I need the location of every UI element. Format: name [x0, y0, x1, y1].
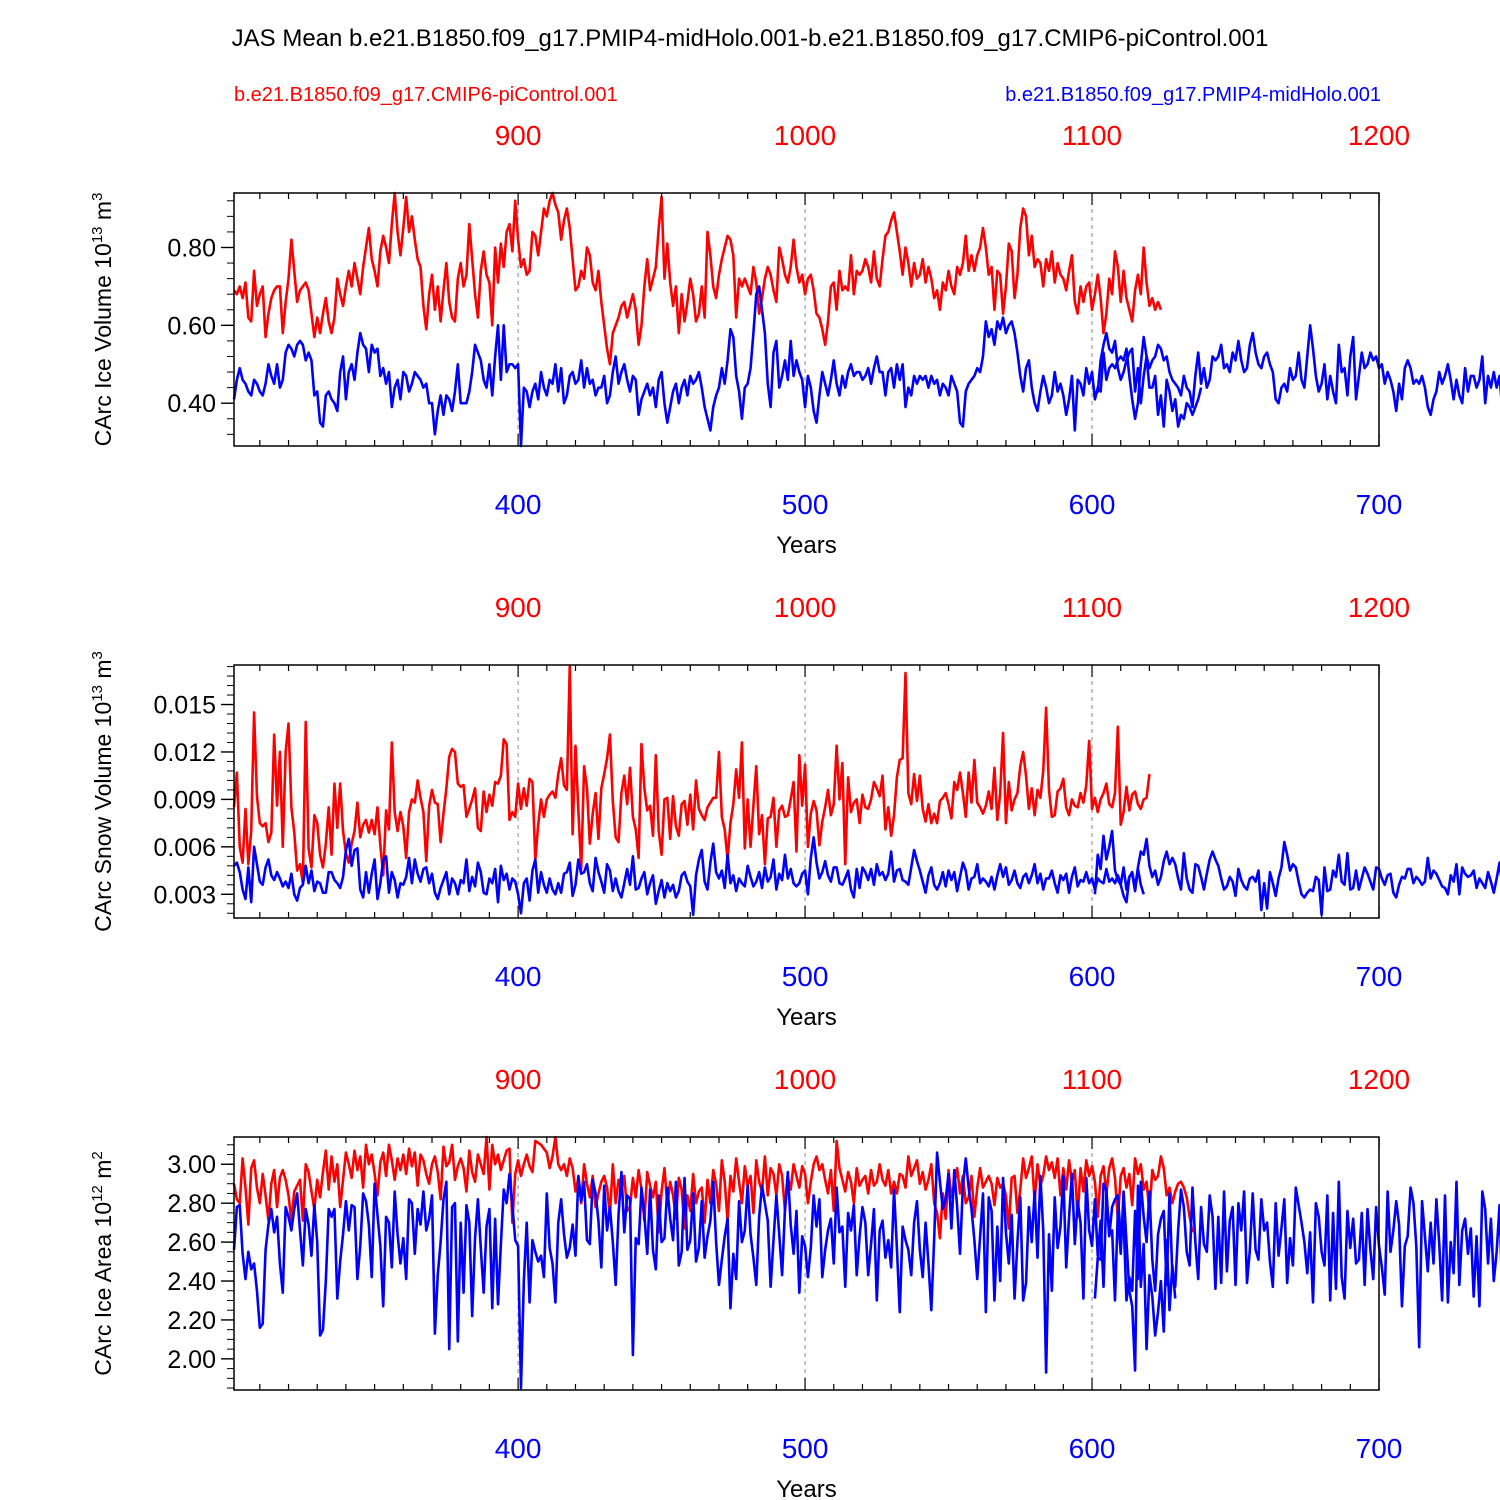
plot-frame [233, 1136, 1380, 1391]
x-tick-label-bottom: 500 [782, 489, 829, 520]
y-tick-label: 2.00 [167, 1346, 216, 1374]
x-tick-label-bottom: 600 [1069, 961, 1116, 992]
x-tick-label-top: 1000 [774, 1064, 836, 1095]
y-axis-label: CArc Snow Volume 1013 m3 [89, 651, 116, 932]
y-tick-label: 2.40 [167, 1268, 216, 1296]
x-tick-label-bottom: 700 [1356, 489, 1403, 520]
x-tick-label-bottom: 500 [782, 961, 829, 992]
series-line-midholo-1 [232, 1151, 1177, 1390]
x-tick-label-bottom: 700 [1356, 1433, 1403, 1464]
x-tick-label-top: 1100 [1062, 1064, 1122, 1095]
x-tick-label-top: 1100 [1062, 592, 1122, 623]
figure-title: JAS Mean b.e21.B1850.f09_g17.PMIP4-midHo… [232, 25, 1269, 52]
x-tick-label-top: 900 [495, 592, 542, 623]
x-tick-label-top: 900 [495, 1064, 542, 1095]
x-tick-label-bottom: 400 [495, 961, 542, 992]
series-line-midholo-1 [233, 836, 1145, 917]
x-tick-label-top: 1100 [1062, 120, 1122, 151]
x-tick-label-top: 1200 [1348, 1064, 1410, 1095]
x-tick-label-bottom: 400 [495, 489, 542, 520]
x-axis-label: Years [776, 532, 837, 559]
panel-snow-volume: 0.003 0.006 0.009 0.012 0.015 400 500 600 700 900… [89, 592, 1500, 1031]
series-line-midholo-2 [1093, 1180, 1500, 1349]
series-line-control-0 [232, 191, 1163, 366]
y-tick-label: 0.80 [167, 234, 216, 262]
legend-red: b.e21.B1850.f09_g17.CMIP6-piControl.001 [234, 84, 618, 106]
y-tick-label: 0.006 [153, 834, 216, 862]
y-axis-label: CArc Ice Volume 1013 m3 [89, 193, 116, 447]
y-tick-label: 0.015 [153, 692, 216, 720]
x-tick-label-top: 900 [495, 120, 542, 151]
x-tick-label-top: 1000 [774, 592, 836, 623]
series-line-midholo-1 [232, 285, 1203, 448]
series-line-midholo-2 [1093, 324, 1500, 417]
series-line-control-0 [232, 1135, 1194, 1240]
plot-frame [233, 664, 1380, 919]
x-tick-label-bottom: 700 [1356, 961, 1403, 992]
plot-frame [233, 192, 1380, 447]
y-tick-label: 2.60 [167, 1229, 216, 1257]
panel-ice-volume: 0.40 0.60 0.80 400 500 600 700 900 1000 1100 1200 Y… [89, 120, 1500, 559]
y-axis-label: CArc Ice Area 1012 m2 [89, 1151, 116, 1375]
y-tick-label: 3.00 [167, 1151, 216, 1179]
x-tick-label-bottom: 500 [782, 1433, 829, 1464]
x-tick-label-bottom: 600 [1069, 1433, 1116, 1464]
y-tick-label: 0.60 [167, 312, 216, 340]
series-line-control-0 [232, 665, 1151, 885]
y-tick-label: 0.009 [153, 786, 216, 814]
panel-ice-area: 2.00 2.20 2.40 2.60 2.80 3.00 400 500 600 700 900 1… [89, 1064, 1500, 1500]
y-tick-label: 2.20 [167, 1307, 216, 1335]
legend-blue: b.e21.B1850.f09_g17.PMIP4-midHolo.001 [1005, 84, 1381, 106]
x-tick-label-top: 1200 [1348, 120, 1410, 151]
y-tick-label: 2.80 [167, 1190, 216, 1218]
x-axis-label: Years [776, 1004, 837, 1031]
x-tick-label-bottom: 600 [1069, 489, 1116, 520]
y-tick-label: 0.40 [167, 390, 216, 418]
x-tick-label-top: 1200 [1348, 592, 1410, 623]
series-line-midholo-2 [1093, 829, 1500, 917]
x-axis-label: Years [776, 1476, 837, 1500]
x-tick-label-top: 1000 [774, 120, 836, 151]
y-tick-label: 0.003 [153, 881, 216, 909]
x-tick-label-bottom: 400 [495, 1433, 542, 1464]
y-tick-label: 0.012 [153, 739, 216, 767]
